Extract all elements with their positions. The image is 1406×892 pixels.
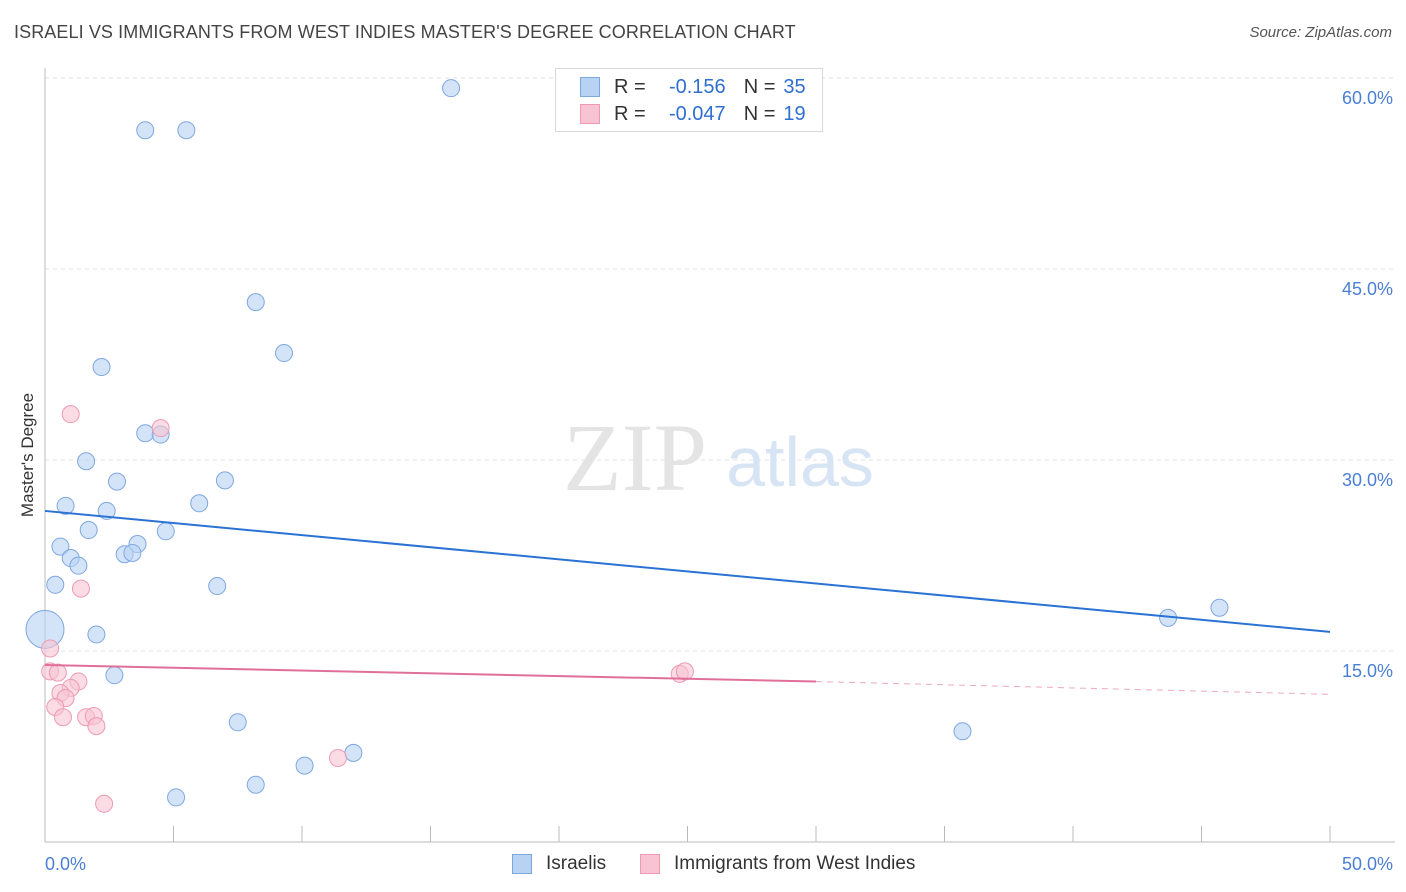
axes bbox=[44, 68, 1395, 843]
israelis-point bbox=[246, 775, 265, 794]
israelis-point bbox=[208, 577, 227, 596]
west-indies-point bbox=[328, 748, 347, 767]
y-tick-label: 30.0% bbox=[1342, 470, 1393, 490]
israelis-point bbox=[69, 556, 88, 575]
israelis-legend-label: Israelis bbox=[546, 853, 607, 874]
y-tick-label: 45.0% bbox=[1342, 279, 1393, 299]
legend-r-label: R = bbox=[614, 75, 646, 98]
israelis-point bbox=[107, 472, 126, 491]
correlation-legend: R = -0.156 N = 35 R = -0.047 N = 19 bbox=[555, 68, 823, 132]
y-tick-label: 15.0% bbox=[1342, 661, 1393, 681]
west-indies-point bbox=[61, 405, 80, 424]
legend-n-label: N = bbox=[743, 75, 776, 98]
west-indies-legend-swatch bbox=[640, 854, 660, 874]
israelis-point bbox=[177, 121, 196, 140]
west-indies-point bbox=[151, 419, 170, 438]
israelis-point bbox=[246, 293, 265, 312]
israelis-point bbox=[136, 424, 155, 443]
legend-row-west-indies: R = -0.047 N = 19 bbox=[580, 102, 806, 126]
legend-item-israelis[interactable]: Israelis bbox=[512, 853, 606, 875]
legend-row-israelis: R = -0.156 N = 35 bbox=[580, 75, 806, 99]
israelis-point bbox=[344, 743, 363, 762]
chart-title: ISRAELI VS IMMIGRANTS FROM WEST INDIES M… bbox=[14, 22, 796, 42]
israelis-point bbox=[46, 575, 65, 594]
west-indies-trend-extension bbox=[815, 681, 1331, 695]
west-indies-swatch bbox=[580, 104, 600, 124]
west-indies-point bbox=[95, 794, 114, 813]
legend-item-west-indies[interactable]: Immigrants from West Indies bbox=[640, 853, 915, 875]
israelis-point bbox=[190, 494, 209, 513]
israelis-point bbox=[56, 496, 75, 515]
israelis-point bbox=[275, 344, 294, 363]
legend-r-value: -0.156 bbox=[668, 75, 726, 98]
israelis-point bbox=[295, 756, 314, 775]
west-indies-point bbox=[53, 708, 72, 727]
west-indies-point bbox=[71, 579, 90, 598]
x-tick-label: 50.0% bbox=[1342, 854, 1393, 874]
y-tick-label: 60.0% bbox=[1342, 88, 1393, 108]
data-points bbox=[25, 79, 1229, 813]
israelis-point bbox=[97, 501, 116, 520]
trend-lines bbox=[44, 509, 1331, 695]
israelis-point bbox=[156, 522, 175, 541]
west-indies-point bbox=[675, 662, 694, 681]
grid-lines bbox=[45, 77, 1395, 652]
israelis-point bbox=[77, 452, 96, 471]
west-indies-point bbox=[87, 717, 106, 736]
israelis-point bbox=[953, 722, 972, 741]
legend-n-label: N = bbox=[743, 102, 776, 125]
israelis-point bbox=[136, 121, 155, 140]
israelis-point bbox=[215, 471, 234, 490]
israelis-point bbox=[51, 537, 70, 556]
israelis-point bbox=[92, 358, 111, 377]
west-indies-legend-label: Immigrants from West Indies bbox=[674, 853, 916, 874]
west-indies-trend-line bbox=[44, 664, 817, 683]
israelis-point bbox=[79, 521, 98, 540]
israelis-point bbox=[105, 666, 124, 685]
y-axis-label: Master's Degree bbox=[18, 392, 37, 518]
israelis-point bbox=[442, 79, 461, 98]
legend-r-value: -0.047 bbox=[668, 102, 726, 125]
israelis-point bbox=[1210, 598, 1229, 617]
west-indies-point bbox=[41, 639, 60, 658]
legend-n-value: 19 bbox=[783, 102, 806, 125]
x-tick-label: 0.0% bbox=[45, 854, 86, 874]
israelis-legend-swatch bbox=[512, 854, 532, 874]
israelis-point bbox=[123, 543, 142, 562]
israelis-swatch bbox=[580, 77, 600, 97]
legend-n-value: 35 bbox=[783, 75, 806, 98]
tick-labels: 15.0% 30.0% 45.0% 60.0% 0.0% 50.0% bbox=[45, 88, 1393, 874]
israelis-point bbox=[228, 713, 247, 732]
source-label: Source: ZipAtlas.com bbox=[1249, 24, 1392, 41]
west-indies-point bbox=[48, 663, 67, 682]
watermark-zip: ZIP bbox=[563, 404, 707, 511]
israelis-point bbox=[87, 625, 106, 644]
israelis-point bbox=[167, 788, 186, 807]
israelis-trend-line bbox=[44, 509, 1331, 633]
watermark: ZIP atlas bbox=[563, 404, 874, 511]
series-legend: Israelis Immigrants from West Indies bbox=[0, 853, 1406, 877]
legend-r-label: R = bbox=[614, 102, 646, 125]
watermark-atlas: atlas bbox=[726, 423, 874, 501]
